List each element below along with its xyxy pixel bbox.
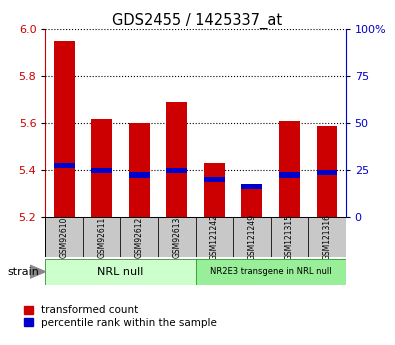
Bar <box>279 121 300 217</box>
Bar <box>204 177 225 182</box>
Text: NRL null: NRL null <box>97 267 144 277</box>
Bar <box>279 172 300 178</box>
Bar <box>54 163 75 168</box>
Bar <box>91 168 112 173</box>
Bar <box>54 41 75 217</box>
Bar <box>129 172 150 178</box>
Bar <box>204 163 225 217</box>
Bar <box>241 184 262 189</box>
Bar <box>45 217 83 257</box>
Bar <box>196 217 233 257</box>
Text: GSM121249: GSM121249 <box>247 214 256 260</box>
Bar <box>196 259 346 285</box>
Text: GDS2455 / 1425337_at: GDS2455 / 1425337_at <box>113 13 282 29</box>
Polygon shape <box>30 265 45 278</box>
Bar <box>166 168 187 173</box>
Text: GSM92612: GSM92612 <box>135 217 144 258</box>
Text: GSM92611: GSM92611 <box>97 217 106 258</box>
Bar <box>83 217 120 257</box>
Bar <box>129 123 150 217</box>
Bar <box>271 217 308 257</box>
Bar <box>158 217 196 257</box>
Text: GSM92610: GSM92610 <box>60 217 69 258</box>
Bar <box>45 259 196 285</box>
Text: GSM92613: GSM92613 <box>172 217 181 258</box>
Bar <box>120 217 158 257</box>
Bar <box>308 217 346 257</box>
Bar <box>166 102 187 217</box>
Text: GSM121242: GSM121242 <box>210 214 219 260</box>
Bar <box>316 126 337 217</box>
Bar <box>316 170 337 175</box>
Legend: transformed count, percentile rank within the sample: transformed count, percentile rank withi… <box>24 305 217 328</box>
Bar <box>91 119 112 217</box>
Bar <box>233 217 271 257</box>
Text: GSM121315: GSM121315 <box>285 214 294 260</box>
Text: GSM121316: GSM121316 <box>322 214 331 260</box>
Text: strain: strain <box>8 267 40 277</box>
Text: NR2E3 transgene in NRL null: NR2E3 transgene in NRL null <box>210 267 331 276</box>
Bar <box>241 187 262 217</box>
